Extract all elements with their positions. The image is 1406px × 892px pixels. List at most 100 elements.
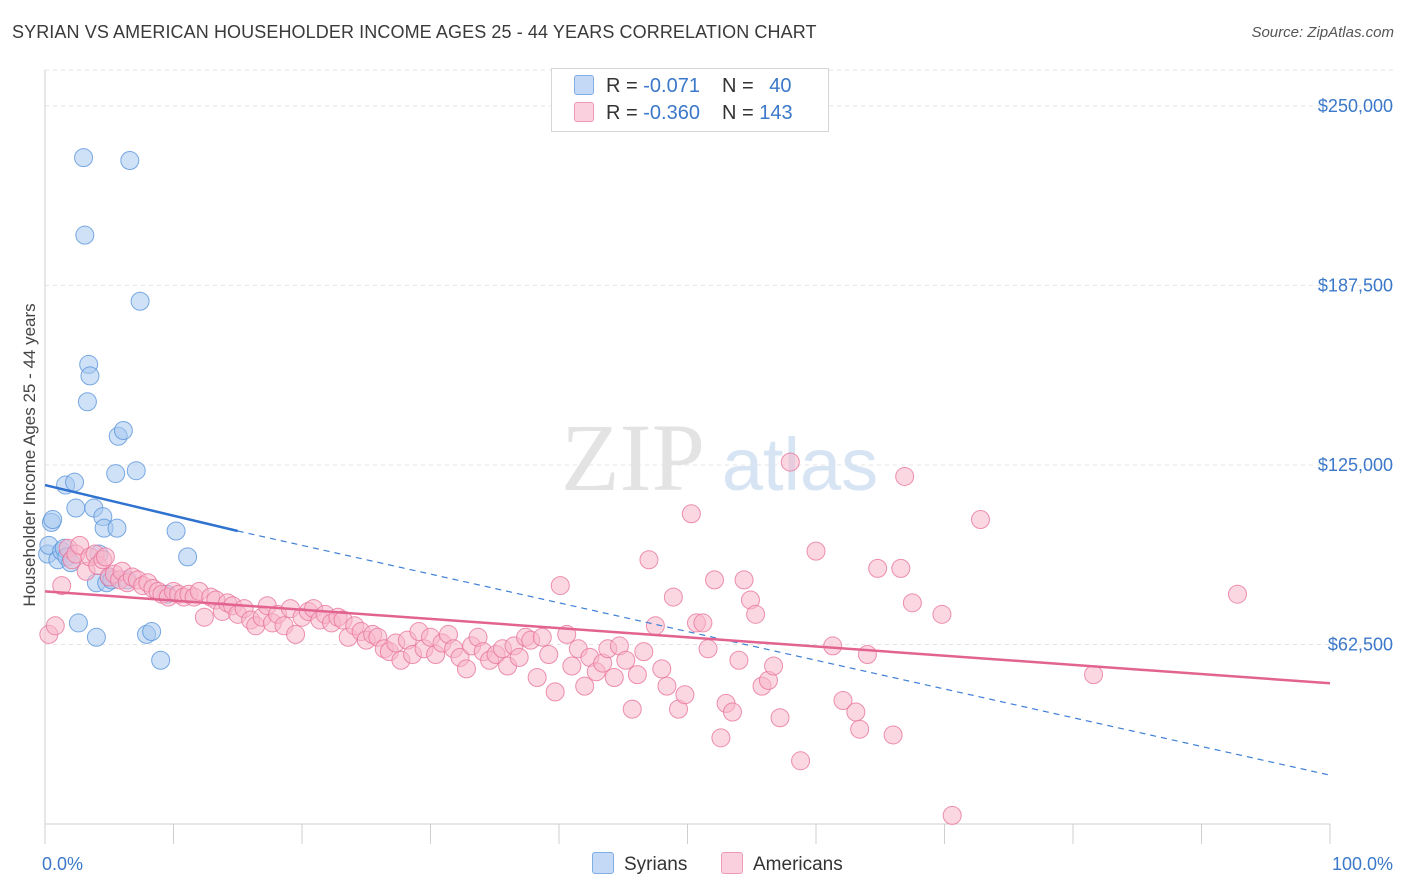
- axes: [44, 70, 1331, 844]
- point-american: [698, 639, 718, 659]
- point-american: [52, 576, 72, 596]
- point-syrian: [142, 622, 162, 642]
- point-american: [846, 702, 866, 722]
- legend-swatch-syrians: [574, 75, 594, 95]
- point-syrian: [80, 366, 100, 386]
- point-american: [693, 613, 713, 633]
- y-tick-label: $250,000: [1318, 96, 1393, 116]
- point-american: [575, 676, 595, 696]
- point-syrian: [66, 498, 86, 518]
- point-syrian: [126, 461, 146, 481]
- point-syrian: [130, 291, 150, 311]
- point-syrian: [120, 150, 140, 170]
- point-american: [770, 708, 790, 728]
- point-american: [95, 547, 115, 567]
- point-american: [883, 725, 903, 745]
- bottom-legend-americans: Americans: [721, 852, 843, 876]
- bottom-legend-swatch-americans: [721, 852, 743, 874]
- y-tick-label: $62,500: [1328, 634, 1393, 654]
- point-american: [639, 550, 659, 570]
- point-syrian: [74, 148, 94, 168]
- trend-lines: [44, 483, 1331, 776]
- trend-americans: [44, 590, 1331, 685]
- point-american: [902, 593, 922, 613]
- point-american: [663, 587, 683, 607]
- point-american: [652, 659, 672, 679]
- x-tick-label: 100.0%: [1332, 854, 1393, 874]
- tick-labels: $62,500 $125,000 $187,500 $250,000 0.0% 100.0…: [42, 96, 1393, 874]
- legend-row-syrians: R = -0.071 N = 40: [574, 75, 791, 99]
- point-american: [857, 645, 877, 665]
- point-american: [729, 650, 749, 670]
- bottom-legend-label-americans: Americans: [753, 854, 843, 875]
- chart-title: SYRIAN VS AMERICAN HOUSEHOLDER INCOME AG…: [12, 22, 817, 42]
- point-syrian: [151, 650, 171, 670]
- point-american: [532, 627, 552, 647]
- point-american: [823, 636, 843, 656]
- point-american: [527, 668, 547, 688]
- point-american: [622, 699, 642, 719]
- x-tick-label: 0.0%: [42, 854, 83, 874]
- legend-swatch-americans: [574, 102, 594, 122]
- point-syrian: [43, 510, 63, 530]
- point-american: [895, 466, 915, 486]
- bottom-legend-swatch-syrians: [592, 852, 614, 874]
- point-american: [286, 624, 306, 644]
- legend-row-americans: R = -0.360 N = 143: [574, 102, 793, 126]
- point-syrian: [178, 547, 198, 567]
- point-syrian: [86, 627, 106, 647]
- point-american: [675, 685, 695, 705]
- bottom-legend-syrians: Syrians: [592, 852, 687, 876]
- point-american: [746, 604, 766, 624]
- watermark: ZIP atlas: [561, 404, 878, 511]
- point-american: [604, 668, 624, 688]
- stats-legend: R = -0.071 N = 40 R = -0.360 N = 143: [551, 68, 829, 132]
- series-americans: [39, 452, 1247, 825]
- point-american: [868, 558, 888, 578]
- point-american: [550, 576, 570, 596]
- point-american: [704, 570, 724, 590]
- point-american: [722, 702, 742, 722]
- point-american: [780, 452, 800, 472]
- point-american: [791, 751, 811, 771]
- point-american: [562, 656, 582, 676]
- bottom-legend-label-syrians: Syrians: [624, 854, 688, 875]
- legend-n-value: 40: [769, 75, 792, 97]
- point-american: [194, 607, 214, 627]
- point-american: [545, 682, 565, 702]
- grid-lines: [45, 69, 1395, 645]
- point-american: [539, 645, 559, 665]
- source-label: Source: ZipAtlas.com: [1251, 24, 1394, 41]
- point-syrian: [65, 472, 85, 492]
- point-american: [1084, 665, 1104, 685]
- point-syrian: [77, 392, 97, 412]
- point-american: [627, 665, 647, 685]
- point-american: [456, 659, 476, 679]
- point-american: [711, 728, 731, 748]
- point-american: [45, 616, 65, 636]
- point-american: [616, 650, 636, 670]
- point-american: [932, 604, 952, 624]
- watermark-atlas: atlas: [722, 423, 878, 506]
- point-american: [970, 510, 990, 530]
- legend-n-label: N =: [721, 102, 760, 124]
- legend-r-value: -0.360: [643, 102, 700, 124]
- point-syrian: [107, 518, 127, 538]
- point-syrian: [106, 464, 126, 484]
- legend-n-value: 143: [759, 102, 793, 124]
- y-tick-label: $187,500: [1318, 275, 1393, 295]
- legend-n-label: N =: [721, 75, 760, 97]
- point-syrian: [113, 420, 133, 440]
- point-american: [764, 656, 784, 676]
- point-american: [657, 676, 677, 696]
- point-american: [509, 647, 529, 667]
- point-syrian: [75, 225, 95, 245]
- point-american: [833, 690, 853, 710]
- point-syrian: [68, 613, 88, 633]
- legend-r-label: R =: [606, 102, 644, 124]
- point-american: [806, 541, 826, 561]
- point-american: [891, 558, 911, 578]
- point-american: [634, 642, 654, 662]
- legend-r-value: -0.071: [643, 75, 700, 97]
